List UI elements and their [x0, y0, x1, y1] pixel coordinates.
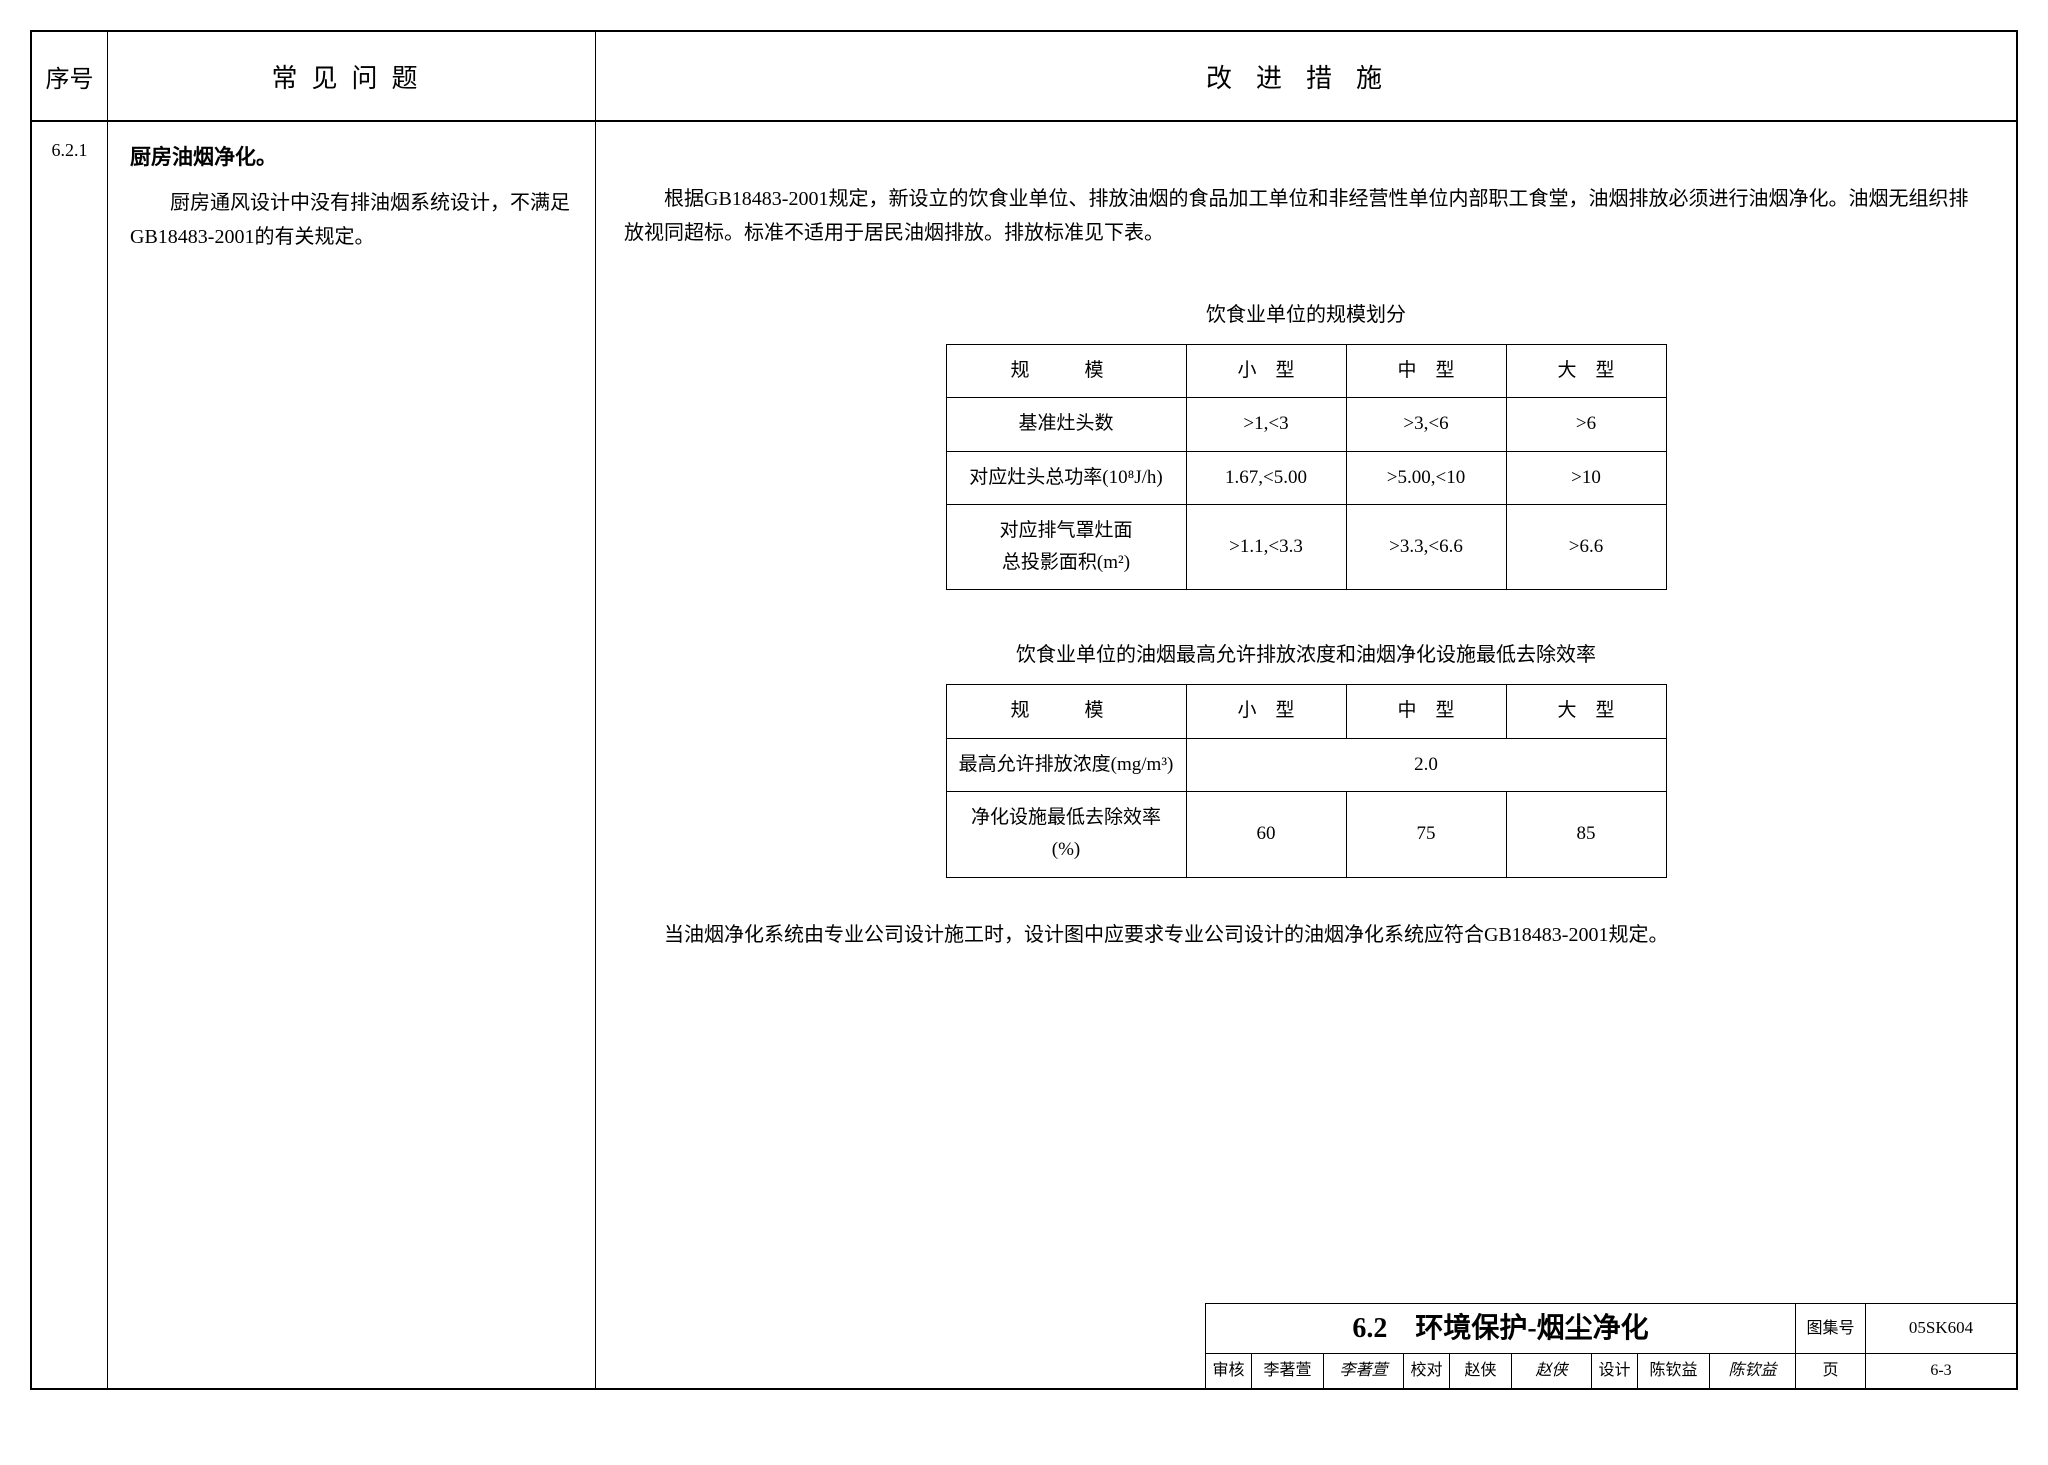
- t2-h0: 规 模: [946, 685, 1186, 738]
- code-value: 05SK604: [1866, 1304, 2016, 1353]
- cell: >10: [1506, 451, 1666, 504]
- check-name: 赵侠: [1450, 1354, 1512, 1388]
- cell-merged: 2.0: [1186, 738, 1666, 791]
- t1-h3: 大 型: [1506, 345, 1666, 398]
- page-frame: 序号 常见问题 改进措施 6.2.1 厨房油烟净化。 厨房通风设计中没有排油烟系…: [30, 30, 2018, 1390]
- body-row: 6.2.1 厨房油烟净化。 厨房通风设计中没有排油烟系统设计，不满足GB1848…: [32, 122, 2016, 1388]
- cell: 75: [1346, 792, 1506, 878]
- title-top-row: 6.2 环境保护-烟尘净化 图集号 05SK604: [1206, 1304, 2016, 1354]
- cell: 对应灶头总功率(10⁸J/h): [946, 451, 1186, 504]
- check-signature: 赵侠: [1512, 1354, 1592, 1388]
- cell: >6.6: [1506, 504, 1666, 590]
- title-block: 6.2 环境保护-烟尘净化 图集号 05SK604 审核 李著萱 李著萱 校对 …: [1205, 1303, 2016, 1388]
- audit-signature: 李著萱: [1324, 1354, 1404, 1388]
- check-label: 校对: [1404, 1354, 1450, 1388]
- cell: 60: [1186, 792, 1346, 878]
- design-signature: 陈钦益: [1710, 1354, 1796, 1388]
- cell: >5.00,<10: [1346, 451, 1506, 504]
- cell: >1.1,<3.3: [1186, 504, 1346, 590]
- row-problem-cell: 厨房油烟净化。 厨房通风设计中没有排油烟系统设计，不满足GB18483-2001…: [108, 122, 596, 1388]
- table-row: 基准灶头数 >1,<3 >3,<6 >6: [946, 398, 1666, 451]
- t1-h1: 小 型: [1186, 345, 1346, 398]
- cell: 净化设施最低去除效率(%): [946, 792, 1186, 878]
- t2-h3: 大 型: [1506, 685, 1666, 738]
- audit-label: 审核: [1206, 1354, 1252, 1388]
- cell: >3,<6: [1346, 398, 1506, 451]
- design-label: 设计: [1592, 1354, 1638, 1388]
- row-seq: 6.2.1: [32, 122, 108, 1388]
- measure-p1: 根据GB18483-2001规定，新设立的饮食业单位、排放油烟的食品加工单位和非…: [624, 182, 1988, 250]
- page-value: 6-3: [1866, 1354, 2016, 1388]
- measure-p2: 当油烟净化系统由专业公司设计施工时，设计图中应要求专业公司设计的油烟净化系统应符…: [624, 918, 1988, 952]
- problem-body: 厨房通风设计中没有排油烟系统设计，不满足GB18483-2001的有关规定。: [130, 186, 573, 254]
- scale-table: 规 模 小 型 中 型 大 型 基准灶头数 >1,<3 >3,<6 >6 对应灶…: [946, 344, 1667, 590]
- header-seq: 序号: [32, 32, 108, 120]
- table-row: 对应排气罩灶面 总投影面积(m²) >1.1,<3.3 >3.3,<6.6 >6…: [946, 504, 1666, 590]
- cell: >1,<3: [1186, 398, 1346, 451]
- table1-caption: 饮食业单位的规模划分: [624, 298, 1988, 332]
- t2-h1: 小 型: [1186, 685, 1346, 738]
- cell: 基准灶头数: [946, 398, 1186, 451]
- page-label: 页: [1796, 1354, 1866, 1388]
- emission-table: 规 模 小 型 中 型 大 型 最高允许排放浓度(mg/m³) 2.0 净化设施…: [946, 684, 1667, 877]
- audit-name: 李著萱: [1252, 1354, 1324, 1388]
- cell: 1.67,<5.00: [1186, 451, 1346, 504]
- row-measure-cell: 根据GB18483-2001规定，新设立的饮食业单位、排放油烟的食品加工单位和非…: [596, 122, 2016, 1388]
- table-row: 对应灶头总功率(10⁸J/h) 1.67,<5.00 >5.00,<10 >10: [946, 451, 1666, 504]
- table-row: 净化设施最低去除效率(%) 60 75 85: [946, 792, 1666, 878]
- cell: >6: [1506, 398, 1666, 451]
- title-bottom-row: 审核 李著萱 李著萱 校对 赵侠 赵侠 设计 陈钦益 陈钦益 页 6-3: [1206, 1354, 2016, 1388]
- code-label: 图集号: [1796, 1304, 1866, 1353]
- t2-h2: 中 型: [1346, 685, 1506, 738]
- cell: >3.3,<6.6: [1346, 504, 1506, 590]
- cell: 对应排气罩灶面 总投影面积(m²): [946, 504, 1186, 590]
- header-problem: 常见问题: [108, 32, 596, 120]
- table-header-row: 序号 常见问题 改进措施: [32, 32, 2016, 122]
- t1-h0: 规 模: [946, 345, 1186, 398]
- table-row: 规 模 小 型 中 型 大 型: [946, 685, 1666, 738]
- table-row: 规 模 小 型 中 型 大 型: [946, 345, 1666, 398]
- problem-title: 厨房油烟净化。: [130, 140, 573, 176]
- section-title: 6.2 环境保护-烟尘净化: [1206, 1304, 1796, 1353]
- table-row: 最高允许排放浓度(mg/m³) 2.0: [946, 738, 1666, 791]
- cell: 最高允许排放浓度(mg/m³): [946, 738, 1186, 791]
- header-measure: 改进措施: [596, 32, 2016, 120]
- table2-caption: 饮食业单位的油烟最高允许排放浓度和油烟净化设施最低去除效率: [624, 638, 1988, 672]
- design-name: 陈钦益: [1638, 1354, 1710, 1388]
- t1-h2: 中 型: [1346, 345, 1506, 398]
- cell: 85: [1506, 792, 1666, 878]
